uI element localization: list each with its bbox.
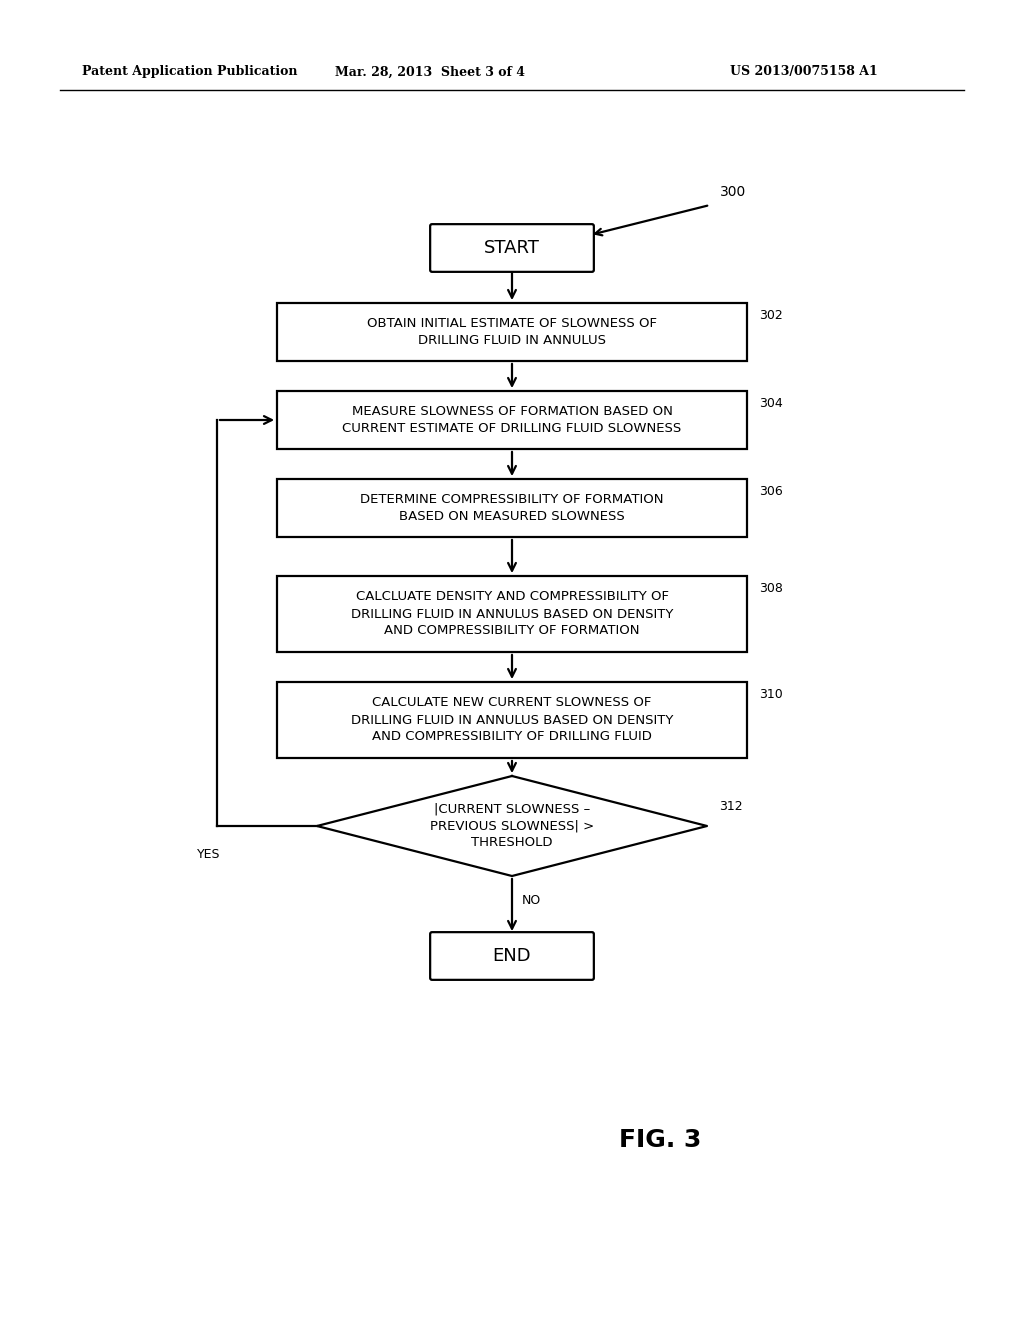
Bar [278,391,746,449]
Text: 300: 300 [720,185,746,199]
Text: YES: YES [198,847,221,861]
Text: Mar. 28, 2013  Sheet 3 of 4: Mar. 28, 2013 Sheet 3 of 4 [335,66,525,78]
Text: OBTAIN INITIAL ESTIMATE OF SLOWNESS OF
DRILLING FLUID IN ANNULUS: OBTAIN INITIAL ESTIMATE OF SLOWNESS OF D… [367,317,657,347]
Text: CALCULATE NEW CURRENT SLOWNESS OF
DRILLING FLUID IN ANNULUS BASED ON DENSITY
AND: CALCULATE NEW CURRENT SLOWNESS OF DRILLI… [351,697,673,743]
Text: US 2013/0075158 A1: US 2013/0075158 A1 [730,66,878,78]
Text: 310: 310 [759,688,782,701]
Text: 302: 302 [759,309,782,322]
Bar [278,479,746,537]
Bar [278,682,746,758]
Text: 308: 308 [759,582,783,595]
Text: DETERMINE COMPRESSIBILITY OF FORMATION
BASED ON MEASURED SLOWNESS: DETERMINE COMPRESSIBILITY OF FORMATION B… [360,492,664,523]
FancyBboxPatch shape [430,932,594,979]
Text: 306: 306 [759,484,782,498]
Text: NO: NO [522,895,542,908]
Text: CALCLUATE DENSITY AND COMPRESSIBILITY OF
DRILLING FLUID IN ANNULUS BASED ON DENS: CALCLUATE DENSITY AND COMPRESSIBILITY OF… [351,590,673,638]
Bar [278,576,746,652]
Text: MEASURE SLOWNESS OF FORMATION BASED ON
CURRENT ESTIMATE OF DRILLING FLUID SLOWNE: MEASURE SLOWNESS OF FORMATION BASED ON C… [342,405,682,436]
Bar [278,304,746,360]
Polygon shape [317,776,707,876]
Text: 304: 304 [759,397,782,411]
Text: START: START [484,239,540,257]
Text: END: END [493,946,531,965]
Text: FIG. 3: FIG. 3 [618,1129,701,1152]
Text: |CURRENT SLOWNESS –
PREVIOUS SLOWNESS| >
THRESHOLD: |CURRENT SLOWNESS – PREVIOUS SLOWNESS| >… [430,803,594,850]
Text: Patent Application Publication: Patent Application Publication [82,66,298,78]
Text: 312: 312 [719,800,742,813]
FancyBboxPatch shape [430,224,594,272]
